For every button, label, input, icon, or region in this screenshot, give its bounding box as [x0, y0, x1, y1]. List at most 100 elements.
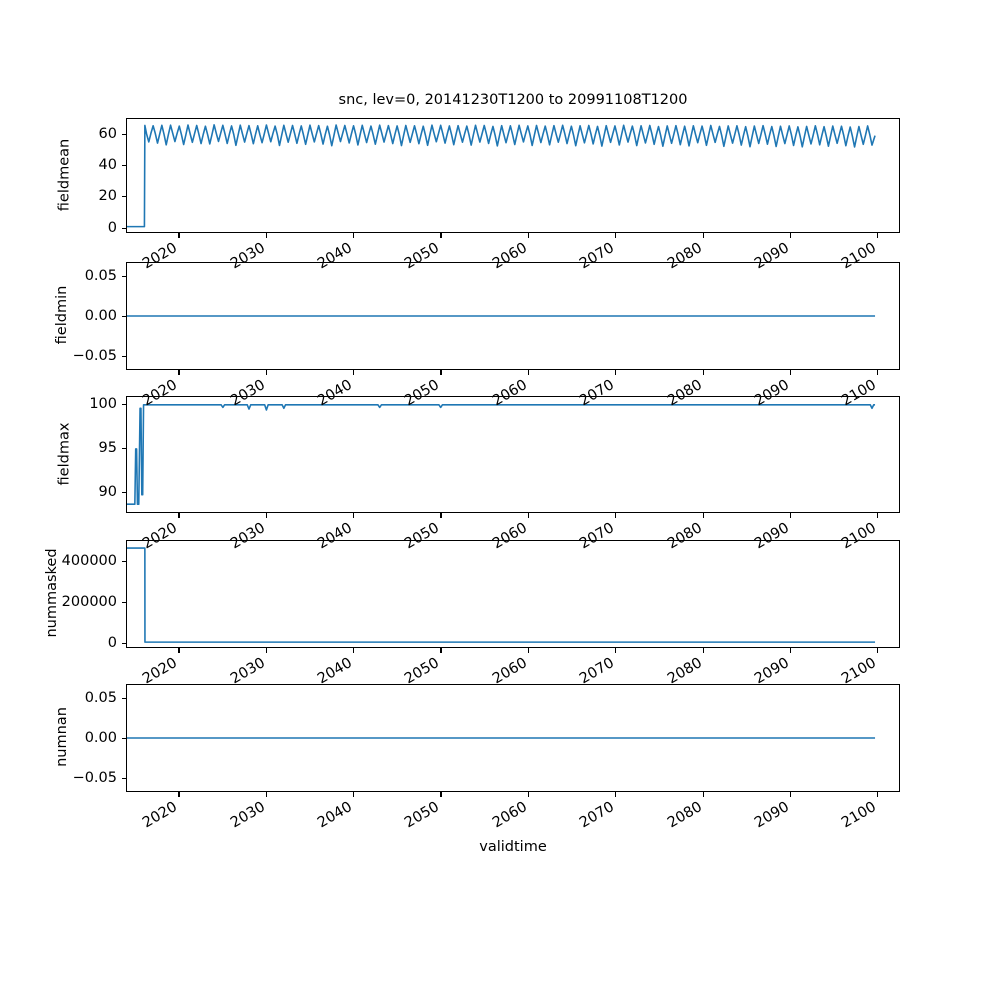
- x-tick-mark: [178, 233, 180, 238]
- y-tick-mark: [121, 698, 126, 700]
- y-tick-mark: [121, 196, 126, 198]
- y-tick-mark: [121, 560, 126, 562]
- y-tick-label: 0.00: [84, 730, 117, 746]
- x-tick-mark: [353, 233, 355, 238]
- x-tick-mark: [702, 792, 704, 797]
- x-tick-mark: [527, 370, 529, 375]
- series-plot-fieldmean: [127, 124, 876, 228]
- x-tick-mark: [615, 233, 617, 238]
- y-tick-mark: [121, 777, 126, 779]
- y-tick-mark: [121, 403, 126, 405]
- x-tick-mark: [789, 370, 792, 375]
- data-line-nummasked: [127, 547, 876, 643]
- data-line-fieldmax: [127, 403, 876, 506]
- x-tick-label: 2030: [227, 799, 268, 832]
- x-tick-mark: [527, 792, 529, 797]
- x-tick-mark: [353, 370, 355, 375]
- y-tick-label: 100: [89, 395, 117, 412]
- y-tick-mark: [121, 355, 126, 357]
- y-tick-label: 95: [98, 439, 117, 456]
- x-tick-mark: [702, 370, 704, 375]
- x-tick-mark: [877, 370, 879, 375]
- chart-panel-nummasked: [126, 540, 900, 648]
- x-tick-mark: [877, 233, 879, 238]
- y-axis-label-numnan: numnan: [54, 707, 70, 767]
- y-tick-mark: [121, 643, 126, 645]
- y-tick-mark: [121, 164, 126, 167]
- x-tick-label: 2070: [577, 799, 618, 832]
- chart-panel-fieldmax: [126, 396, 900, 513]
- y-tick-mark: [121, 447, 126, 449]
- y-tick-mark: [121, 227, 126, 229]
- x-tick-label: 2020: [140, 799, 181, 832]
- x-tick-mark: [527, 233, 529, 238]
- x-tick-mark: [440, 370, 442, 375]
- y-tick-label: 200000: [61, 593, 117, 610]
- y-tick-label: 90: [98, 483, 117, 500]
- x-axis-label: validtime: [479, 839, 547, 855]
- x-tick-label: 2040: [315, 799, 356, 832]
- x-tick-mark: [440, 648, 442, 653]
- x-tick-mark: [353, 513, 355, 518]
- y-tick-label: 60: [98, 125, 117, 142]
- x-tick-label: 2050: [402, 799, 443, 832]
- x-tick-mark: [615, 513, 617, 518]
- x-tick-mark: [265, 233, 267, 238]
- x-tick-mark: [702, 648, 704, 653]
- x-tick-mark: [178, 370, 180, 375]
- x-tick-mark: [789, 648, 792, 653]
- y-tick-label: 40: [98, 156, 117, 173]
- y-axis-label-nummasked: nummasked: [44, 548, 60, 638]
- y-tick-mark: [121, 491, 126, 493]
- chart-panel-fieldmin: [126, 262, 900, 370]
- x-tick-mark: [789, 233, 792, 238]
- y-tick-mark: [121, 738, 126, 740]
- x-tick-mark: [178, 792, 180, 797]
- y-tick-mark: [121, 276, 126, 278]
- chart-panel-numnan: [126, 684, 900, 792]
- x-tick-mark: [178, 648, 180, 653]
- x-tick-mark: [702, 513, 704, 518]
- y-tick-mark: [121, 133, 126, 135]
- x-tick-mark: [615, 370, 617, 375]
- x-tick-mark: [353, 792, 355, 797]
- x-tick-mark: [353, 648, 355, 653]
- y-tick-mark: [121, 316, 126, 318]
- y-tick-label: −0.05: [72, 347, 117, 364]
- x-tick-mark: [702, 233, 704, 238]
- x-tick-mark: [265, 648, 267, 653]
- x-tick-mark: [265, 792, 267, 797]
- x-tick-label: 2090: [751, 799, 792, 832]
- y-tick-label: 20: [98, 188, 117, 205]
- y-tick-label: −0.05: [72, 769, 117, 786]
- x-tick-mark: [789, 792, 792, 797]
- x-tick-mark: [265, 370, 267, 375]
- series-plot-fieldmax: [127, 403, 876, 506]
- x-tick-mark: [615, 648, 617, 653]
- y-tick-label: 0: [107, 635, 117, 652]
- figure-title: snc, lev=0, 20141230T1200 to 20991108T12…: [338, 92, 688, 108]
- y-axis-label-fieldmin: fieldmin: [54, 285, 70, 345]
- y-tick-label: 0.05: [84, 690, 117, 707]
- x-tick-mark: [527, 648, 529, 653]
- x-tick-mark: [789, 513, 792, 518]
- x-tick-label: 2100: [839, 799, 880, 832]
- y-axis-label-fieldmean: fieldmean: [56, 138, 72, 211]
- x-tick-mark: [440, 513, 442, 518]
- x-tick-label: 2060: [489, 799, 530, 832]
- series-plot-fieldmin: [127, 315, 876, 317]
- y-tick-label: 0.05: [84, 268, 117, 285]
- y-tick-mark: [121, 601, 126, 603]
- y-axis-label-fieldmax: fieldmax: [56, 422, 72, 485]
- x-tick-mark: [877, 792, 879, 797]
- series-plot-numnan: [127, 737, 876, 739]
- x-tick-mark: [265, 513, 267, 518]
- x-tick-label: 2080: [664, 799, 705, 832]
- x-tick-mark: [877, 648, 879, 653]
- x-tick-mark: [877, 513, 879, 518]
- y-tick-label: 0.00: [84, 308, 117, 324]
- series-plot-nummasked: [127, 547, 876, 643]
- x-tick-mark: [440, 233, 442, 238]
- x-tick-mark: [615, 792, 617, 797]
